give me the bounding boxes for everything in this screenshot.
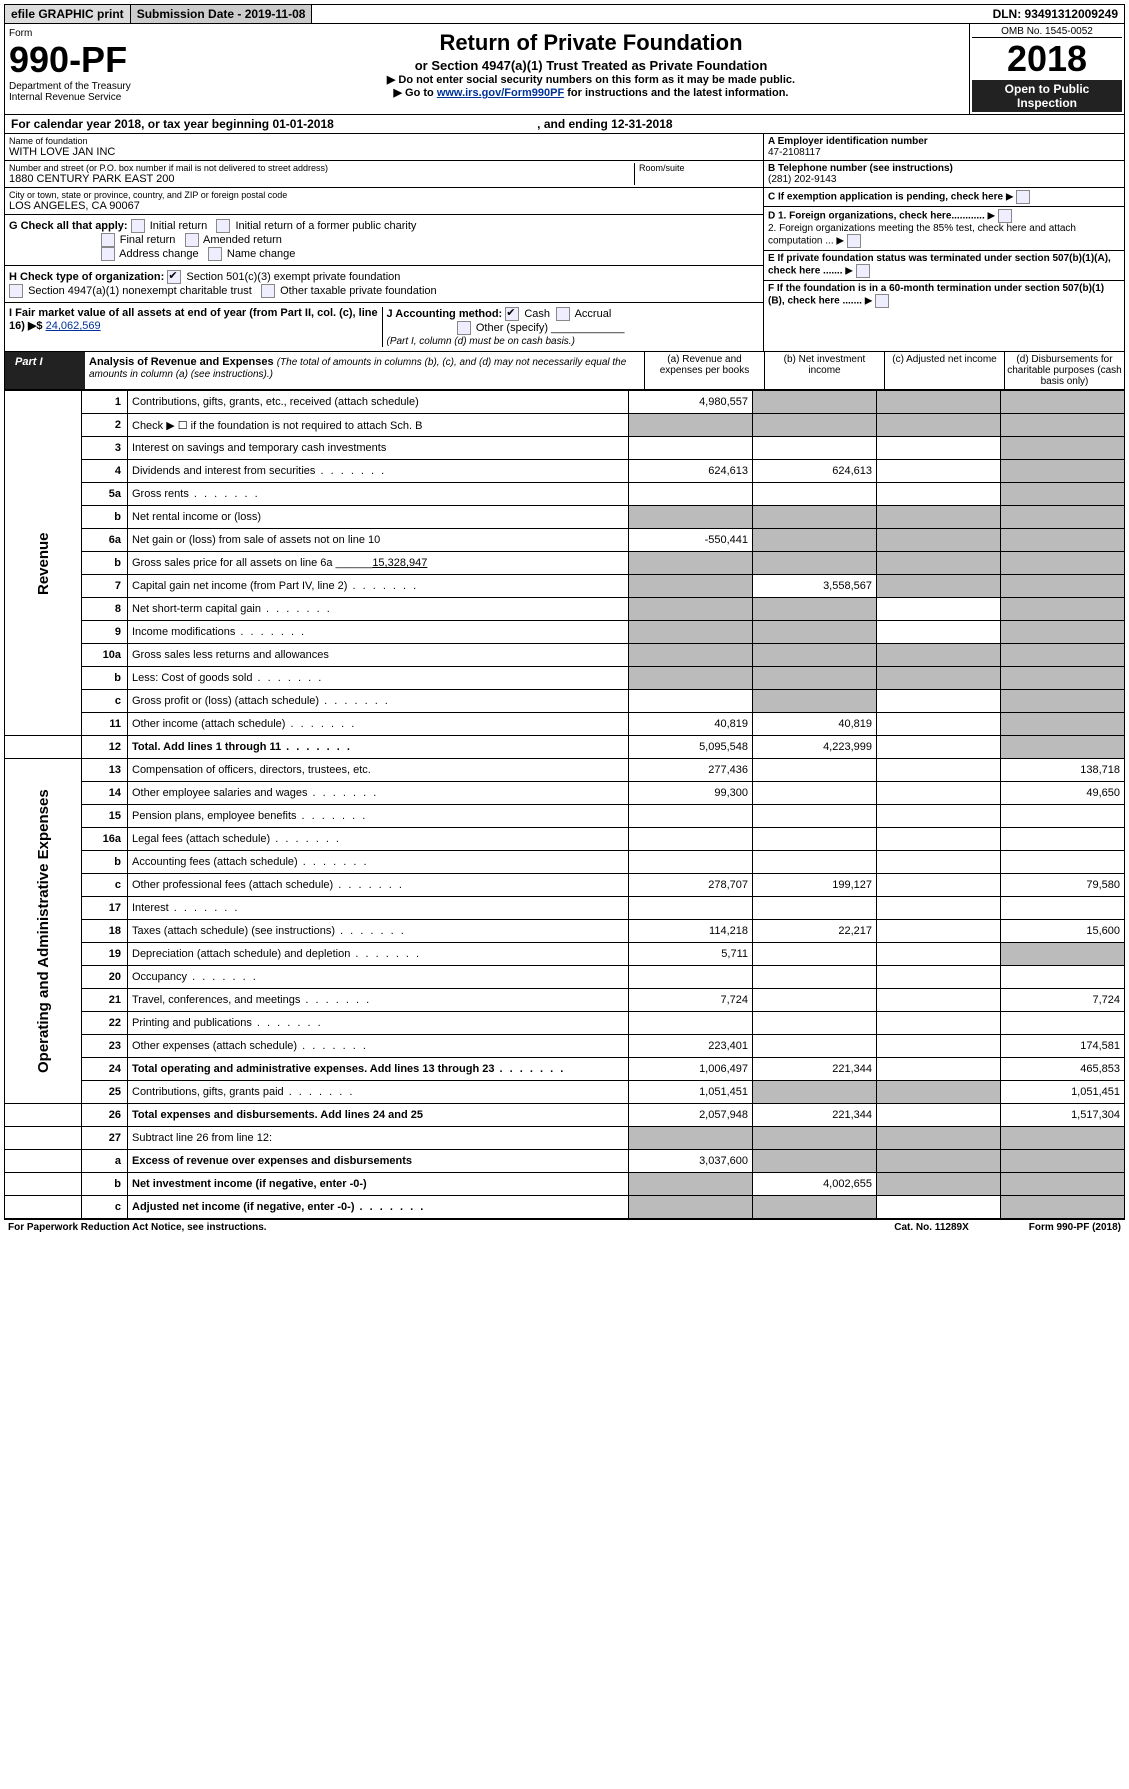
d1-label: D 1. Foreign organizations, check here..…: [768, 211, 985, 222]
col-d: (d) Disbursements for charitable purpose…: [1004, 352, 1124, 389]
room-label: Room/suite: [639, 163, 759, 173]
name-label: Name of foundation: [9, 136, 759, 146]
phone: (281) 202-9143: [768, 174, 836, 185]
form-label: Form: [9, 28, 209, 39]
chk-initial[interactable]: [131, 219, 145, 233]
irs: Internal Revenue Service: [9, 92, 209, 103]
chk-accrual[interactable]: [556, 307, 570, 321]
section-i: I Fair market value of all assets at end…: [9, 307, 382, 347]
section-g: G Check all that apply: Initial return I…: [5, 215, 763, 266]
efile-btn[interactable]: efile GRAPHIC print: [5, 5, 131, 23]
chk-name[interactable]: [208, 247, 222, 261]
page-footer: For Paperwork Reduction Act Notice, see …: [4, 1219, 1125, 1235]
dln: DLN: 93491312009249: [987, 5, 1124, 23]
chk-501c3[interactable]: [167, 270, 181, 284]
chk-address[interactable]: [101, 247, 115, 261]
c-label: C If exemption application is pending, c…: [768, 192, 1003, 203]
top-bar: efile GRAPHIC print Submission Date - 20…: [4, 4, 1125, 24]
chk-c[interactable]: [1016, 190, 1030, 204]
chk-amended[interactable]: [185, 233, 199, 247]
phone-label: B Telephone number (see instructions): [768, 163, 953, 174]
expenses-label: Operating and Administrative Expenses: [5, 759, 82, 1104]
submission-date: Submission Date - 2019-11-08: [131, 5, 313, 23]
ein-label: A Employer identification number: [768, 136, 928, 147]
part-label: Part I: [5, 352, 85, 389]
omb: OMB No. 1545-0052: [972, 26, 1122, 38]
d2-label: 2. Foreign organizations meeting the 85%…: [768, 223, 1076, 247]
calendar-year: For calendar year 2018, or tax year begi…: [4, 115, 1125, 134]
fmv-link[interactable]: 24,062,569: [46, 320, 101, 332]
chk-e[interactable]: [856, 264, 870, 278]
addr-label: Number and street (or P.O. box number if…: [9, 163, 634, 173]
footer-left: For Paperwork Reduction Act Notice, see …: [8, 1222, 267, 1233]
form-subtitle: or Section 4947(a)(1) Trust Treated as P…: [217, 58, 965, 73]
dept: Department of the Treasury: [9, 81, 209, 92]
chk-other-method[interactable]: [457, 321, 471, 335]
e-label: E If private foundation status was termi…: [768, 253, 1111, 277]
chk-initial-former[interactable]: [216, 219, 230, 233]
section-h: H Check type of organization: Section 50…: [5, 266, 763, 303]
city: LOS ANGELES, CA 90067: [9, 200, 759, 212]
part-i-table: Revenue 1Contributions, gifts, grants, e…: [4, 390, 1125, 1219]
address: 1880 CENTURY PARK EAST 200: [9, 173, 634, 185]
footer-right: Form 990-PF (2018): [1029, 1222, 1121, 1233]
chk-f[interactable]: [875, 294, 889, 308]
city-label: City or town, state or province, country…: [9, 190, 759, 200]
form-title: Return of Private Foundation: [217, 30, 965, 56]
chk-cash[interactable]: [505, 307, 519, 321]
open-public: Open to Public Inspection: [972, 80, 1122, 112]
revenue-label: Revenue: [5, 391, 82, 736]
form-link[interactable]: www.irs.gov/Form990PF: [437, 87, 564, 99]
footer-mid: Cat. No. 11289X: [894, 1222, 968, 1233]
part-i-header: Part I Analysis of Revenue and Expenses …: [4, 352, 1125, 390]
col-c: (c) Adjusted net income: [884, 352, 1004, 389]
ein: 47-2108117: [768, 147, 821, 158]
part-title: Analysis of Revenue and Expenses: [89, 356, 274, 368]
foundation-name: WITH LOVE JAN INC: [9, 146, 759, 158]
form-header: Form 990-PF Department of the Treasury I…: [4, 24, 1125, 115]
col-a: (a) Revenue and expenses per books: [644, 352, 764, 389]
col-b: (b) Net investment income: [764, 352, 884, 389]
tip2: ▶ Go to www.irs.gov/Form990PF for instru…: [217, 86, 965, 99]
chk-d1[interactable]: [998, 209, 1012, 223]
section-j: J Accounting method: Cash Accrual Other …: [382, 307, 760, 347]
tax-year: 2018: [972, 38, 1122, 80]
chk-4947[interactable]: [9, 284, 23, 298]
f-label: F If the foundation is in a 60-month ter…: [768, 283, 1104, 307]
chk-d2[interactable]: [847, 234, 861, 248]
chk-other-tax[interactable]: [261, 284, 275, 298]
form-number: 990-PF: [9, 39, 209, 81]
tip1: ▶ Do not enter social security numbers o…: [217, 73, 965, 86]
entity-info: Name of foundation WITH LOVE JAN INC Num…: [4, 134, 1125, 352]
chk-final[interactable]: [101, 233, 115, 247]
